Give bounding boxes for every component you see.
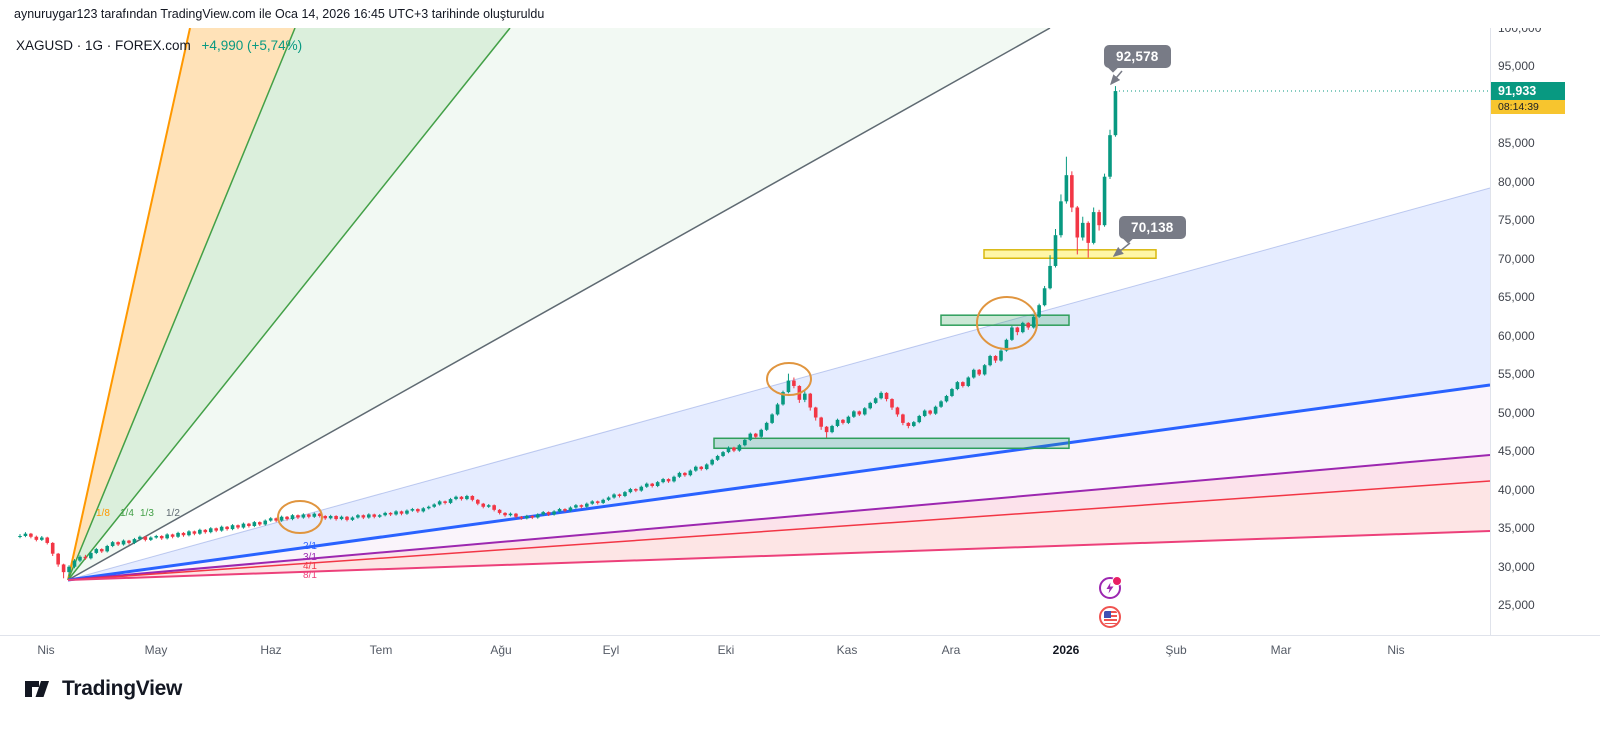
fan-line-8-1 <box>67 530 1490 581</box>
fan-label: 1/2 <box>166 508 180 519</box>
time-tick: 2026 <box>1052 643 1080 657</box>
candles-layer <box>18 86 1118 579</box>
lightning-idea-icon[interactable] <box>1099 576 1122 599</box>
price-tick: 65,000 <box>1498 290 1535 305</box>
fan-line-4-1 <box>67 480 1490 581</box>
resistance-zone-yellow <box>983 249 1157 260</box>
time-tick: Şub <box>1165 643 1187 657</box>
highlight-circle <box>277 500 323 534</box>
plot-layer: 1/8 1/4 1/3 1/2 2/13/14/18/1 <box>18 28 1490 582</box>
fan-label: 1/4 <box>120 508 134 519</box>
tradingview-logo[interactable]: TradingView <box>24 676 182 702</box>
time-tick: Mar <box>1270 643 1292 657</box>
time-tick: Tem <box>369 643 393 657</box>
fan-line-1-3 <box>67 28 511 581</box>
time-axis[interactable]: Nis May Haz Tem Ağu Eyl Eki Kas Ara 2026 Şub Mar Nis <box>0 635 1600 663</box>
last-price-tag: 91,933 08:14:39 <box>1491 82 1565 115</box>
footer-bar: TradingView <box>0 662 1600 741</box>
last-price-value: 91,933 <box>1491 82 1565 101</box>
fan-label: 1/3 <box>140 508 154 519</box>
symbol-title[interactable]: XAGUSD · 1G · FOREX.com <box>16 38 191 53</box>
symbol-legend[interactable]: XAGUSD · 1G · FOREX.com +4,990 (+5,74%) <box>16 38 302 53</box>
time-tick: Kas <box>836 643 858 657</box>
price-tick: 60,000 <box>1498 328 1535 343</box>
price-tick: 70,000 <box>1498 251 1535 266</box>
price-axis[interactable]: 91,933 08:14:39 100,00095,00090,00085,00… <box>1490 0 1600 662</box>
price-callout-level[interactable]: 70,138 <box>1119 216 1186 239</box>
lightning-bolt-icon <box>1106 582 1114 594</box>
fan-label: 4/1 <box>303 561 317 572</box>
callout-pointer <box>1110 70 1123 86</box>
price-tick: 50,000 <box>1498 405 1535 420</box>
price-callout-high[interactable]: 92,578 <box>1104 45 1171 68</box>
time-tick: Ağu <box>490 643 512 657</box>
price-tick: 35,000 <box>1498 521 1535 536</box>
price-tick: 40,000 <box>1498 482 1535 497</box>
fan-line-2-1 <box>67 383 1490 582</box>
price-change: +4,990 (+5,74%) <box>201 38 303 53</box>
price-chart-canvas[interactable]: 1/8 1/4 1/3 1/2 2/13/14/18/1 <box>0 0 1600 662</box>
price-tick: 55,000 <box>1498 367 1535 382</box>
price-tick: 45,000 <box>1498 444 1535 459</box>
fan-label: 8/1 <box>303 570 317 581</box>
price-tick: 85,000 <box>1498 136 1535 151</box>
tradingview-logo-icon <box>25 681 49 697</box>
fan-label: 3/1 <box>303 552 317 563</box>
tradingview-wordmark: TradingView <box>62 677 183 700</box>
time-tick: Nis <box>1387 643 1405 657</box>
bar-countdown: 08:14:39 <box>1491 100 1565 115</box>
highlight-circle <box>976 296 1038 350</box>
time-tick: Ara <box>941 643 961 657</box>
flag-pattern-icon <box>1103 610 1117 624</box>
fan-label: 1/8 <box>96 508 110 519</box>
fan-line-1-8 <box>67 28 191 581</box>
attribution-bar: aynuruygar123 tarafından TradingView.com… <box>0 0 1600 28</box>
price-tick: 25,000 <box>1498 598 1535 612</box>
fan-label: 2/1 <box>303 541 317 552</box>
time-tick: Eki <box>717 643 735 657</box>
time-tick: May <box>144 643 168 657</box>
time-tick: Nis <box>37 643 55 657</box>
highlight-circle <box>766 362 812 396</box>
fan-line-1-2 <box>67 28 1051 581</box>
price-tick: 75,000 <box>1498 213 1535 228</box>
price-tick: 30,000 <box>1498 559 1535 574</box>
fan-line-1-4 <box>67 28 296 581</box>
flag-idea-icon[interactable] <box>1099 606 1121 628</box>
time-tick: Haz <box>260 643 282 657</box>
fan-line-3-1 <box>67 454 1490 581</box>
fan-fill <box>68 188 1490 580</box>
support-zone-low <box>713 437 1070 450</box>
support-zone-mid <box>940 314 1070 326</box>
time-tick: Eyl <box>602 643 620 657</box>
callout-pointer <box>1112 242 1131 257</box>
price-tick: 80,000 <box>1498 174 1535 189</box>
price-tick: 95,000 <box>1498 59 1535 74</box>
notification-dot <box>1112 576 1122 586</box>
